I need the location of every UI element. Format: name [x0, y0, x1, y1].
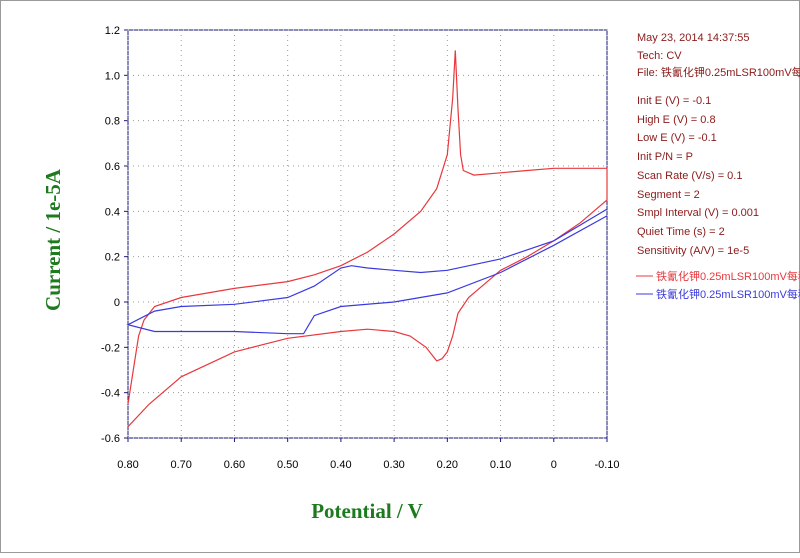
- info-text: Smpl Interval (V) = 0.001: [637, 207, 759, 219]
- series-line: [126, 208, 608, 335]
- y-tick-label: 0.8: [105, 116, 120, 128]
- info-text: Low E (V) = -0.1: [637, 132, 717, 144]
- info-text: Quiet Time (s) = 2: [637, 226, 725, 238]
- x-tick-label: 0.10: [490, 459, 511, 471]
- x-tick-label: 0.20: [437, 459, 458, 471]
- legend-label: 铁氰化钾0.25mLSR100mV每秒.bin: [656, 287, 800, 301]
- x-tick-label: 0: [551, 459, 557, 471]
- y-tick-label: 0.6: [105, 161, 120, 173]
- y-tick-label: 0: [114, 297, 120, 309]
- info-text: May 23, 2014 14:37:55: [637, 32, 750, 44]
- x-axis-label: Potential / V: [311, 499, 423, 523]
- y-tick-label: -0.4: [101, 388, 120, 400]
- x-tick-label: 0.80: [117, 459, 138, 471]
- info-text: Init E (V) = -0.1: [637, 95, 711, 107]
- info-text: Sensitivity (A/V) = 1e-5: [637, 245, 749, 257]
- info-text: Segment = 2: [637, 189, 700, 201]
- legend-label: 铁氰化钾0.25mLSR100mV每秒.bin: [656, 269, 800, 283]
- info-text: High E (V) = 0.8: [637, 114, 716, 126]
- x-tick-label: 0.40: [330, 459, 351, 471]
- y-tick-label: -0.2: [101, 342, 120, 354]
- y-tick-label: 0.4: [105, 206, 120, 218]
- y-tick-label: 0.2: [105, 252, 120, 264]
- series-line: [127, 50, 608, 428]
- info-text: Init P/N = P: [637, 151, 693, 163]
- y-axis-label: Current / 1e-5A: [41, 168, 65, 311]
- x-tick-label: 0.50: [277, 459, 298, 471]
- x-tick-label: 0.60: [224, 459, 245, 471]
- y-tick-label: -0.6: [101, 433, 120, 445]
- x-tick-label: 0.70: [171, 459, 192, 471]
- y-tick-label: 1.2: [105, 25, 120, 37]
- info-text: Scan Rate (V/s) = 0.1: [637, 170, 742, 182]
- y-tick-label: 1.0: [105, 70, 120, 82]
- plot-frame: [127, 29, 608, 439]
- x-tick-label: 0.30: [383, 459, 404, 471]
- info-text: File: 铁氰化钾0.25mLSR100mV每秒.bin: [637, 65, 800, 79]
- x-tick-label: -0.10: [594, 459, 619, 471]
- info-text: Tech: CV: [637, 50, 682, 62]
